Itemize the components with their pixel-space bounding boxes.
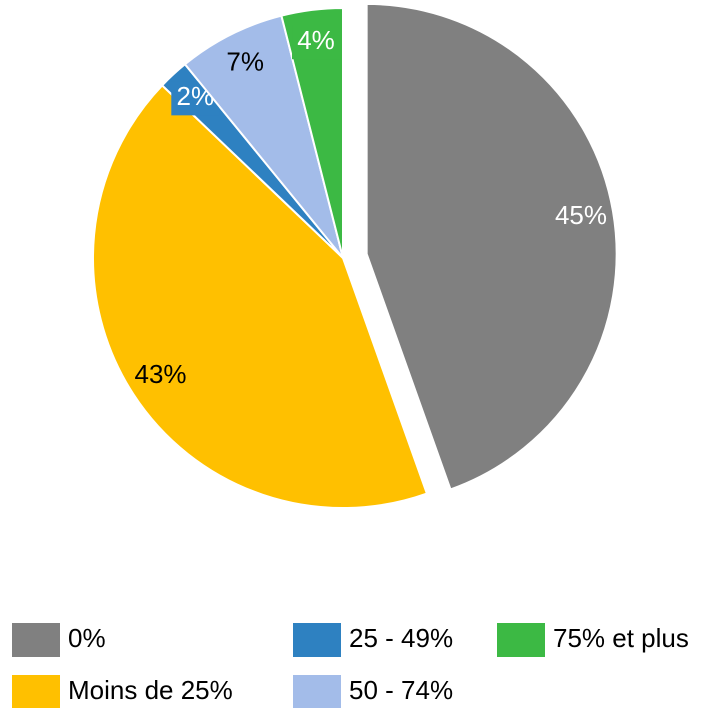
data-label: 43%	[135, 359, 187, 389]
legend-label: 25 - 49%	[349, 623, 453, 653]
data-label: 45%	[555, 200, 607, 230]
pie-slice	[92, 83, 429, 509]
label-box	[292, 25, 341, 60]
legend-swatch	[497, 623, 545, 657]
pie-slice	[365, 2, 618, 491]
legend-label: 50 - 74%	[349, 675, 453, 705]
legend-swatch	[293, 675, 341, 708]
legend-swatch	[12, 675, 60, 708]
pie-slice	[280, 6, 344, 259]
data-label: 7%	[226, 47, 264, 77]
data-label: 4%	[297, 25, 335, 55]
legend-swatch	[12, 623, 60, 657]
pie-slice	[183, 14, 344, 259]
legend-swatch	[293, 623, 341, 657]
legend-label: 0%	[68, 623, 106, 653]
legend-label: 75% et plus	[553, 623, 689, 653]
legend-label: Moins de 25%	[68, 675, 233, 705]
